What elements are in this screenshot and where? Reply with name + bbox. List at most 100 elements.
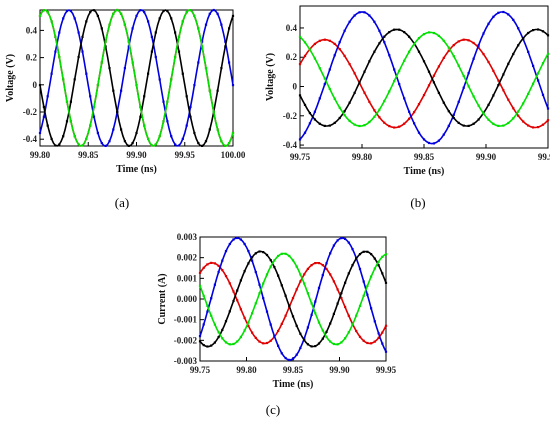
data-point-b-3 — [467, 85, 470, 88]
data-point-a-2 — [38, 84, 42, 87]
data-point-c-1 — [332, 244, 335, 247]
data-point-a-3 — [193, 14, 196, 17]
data-point-b-1 — [383, 41, 386, 44]
data-point-b-0 — [303, 54, 307, 57]
data-point-b-2 — [383, 35, 386, 38]
data-point-c-1 — [265, 310, 269, 313]
y-tick-label-c: 0.002 — [177, 253, 198, 263]
data-point-b-1 — [497, 11, 500, 14]
data-point-b-2 — [422, 60, 426, 63]
y-tick-label-c: 0.003 — [177, 232, 198, 242]
data-point-a-3 — [162, 120, 165, 123]
data-point-b-3 — [313, 57, 316, 60]
data-point-a-1 — [135, 14, 138, 17]
data-point-a-3 — [100, 61, 103, 64]
data-point-c-2 — [295, 324, 298, 327]
data-point-b-1 — [432, 142, 435, 145]
data-point-c-3 — [295, 265, 298, 268]
data-point-a-1 — [154, 55, 157, 59]
data-point-c-3 — [362, 294, 365, 297]
data-point-a-2 — [147, 72, 150, 75]
data-point-b-0 — [323, 38, 326, 41]
data-point-c-1 — [213, 283, 216, 286]
data-point-c-0 — [262, 342, 265, 345]
x-axis-label-c: Time (ns) — [273, 379, 314, 390]
data-point-c-2 — [314, 345, 317, 348]
data-point-c-3 — [224, 341, 228, 344]
data-point-c-2 — [228, 310, 231, 313]
data-point-c-3 — [258, 292, 261, 295]
data-point-a-1 — [174, 143, 177, 146]
data-point-c-1 — [284, 357, 287, 360]
data-point-c-1 — [198, 335, 202, 338]
data-point-b-2 — [408, 35, 411, 38]
data-point-c-2 — [355, 257, 358, 260]
data-point-a-2 — [181, 72, 184, 75]
data-point-b-3 — [393, 80, 396, 83]
data-point-b-2 — [527, 31, 530, 35]
data-point-b-3 — [447, 46, 450, 49]
data-point-c-0 — [295, 288, 298, 291]
data-point-c-2 — [202, 344, 205, 347]
data-point-c-2 — [347, 272, 350, 275]
data-point-b-3 — [413, 43, 416, 46]
data-point-c-0 — [269, 339, 272, 342]
data-point-a-2 — [158, 17, 161, 20]
data-point-b-3 — [502, 124, 505, 127]
data-point-b-3 — [517, 110, 520, 113]
data-point-c-3 — [210, 314, 213, 317]
data-point-b-0 — [467, 39, 470, 42]
data-point-a-2 — [120, 128, 123, 131]
data-point-c-1 — [254, 270, 257, 274]
data-point-c-3 — [247, 321, 250, 324]
data-point-c-3 — [299, 273, 302, 276]
data-point-b-1 — [333, 54, 336, 57]
data-point-c-2 — [239, 279, 242, 282]
data-point-b-0 — [393, 126, 396, 129]
data-point-b-0 — [527, 124, 530, 127]
data-point-b-2 — [368, 60, 371, 63]
data-point-a-2 — [54, 144, 57, 147]
x-tick-label-b: 99.95 — [538, 152, 550, 162]
x-axis-label-b: Time (ns) — [404, 166, 445, 177]
data-point-b-3 — [492, 122, 495, 125]
data-point-c-3 — [251, 312, 254, 315]
data-point-a-2 — [96, 14, 99, 17]
data-point-b-3 — [437, 34, 440, 37]
data-point-a-1 — [77, 31, 80, 34]
data-point-a-3 — [120, 12, 123, 15]
data-point-c-1 — [243, 242, 246, 246]
chart-c: 99.75 99.80 99.85 99.90 99.95 -0.003 -0.002 -0.… — [157, 232, 397, 390]
data-point-c-2 — [340, 292, 343, 295]
data-point-a-3 — [177, 35, 181, 38]
data-point-a-1 — [50, 72, 53, 75]
data-point-b-3 — [363, 124, 366, 127]
data-point-c-1 — [351, 248, 354, 251]
data-point-c-1 — [362, 280, 365, 283]
data-point-a-3 — [77, 143, 80, 146]
data-point-c-3 — [384, 253, 388, 256]
data-point-c-3 — [340, 341, 343, 344]
data-point-c-0 — [224, 275, 228, 278]
data-point-b-0 — [541, 123, 545, 126]
data-point-a-2 — [69, 100, 72, 103]
data-point-c-0 — [236, 299, 239, 302]
data-point-a-1 — [220, 23, 223, 26]
data-point-b-1 — [323, 83, 326, 86]
data-point-c-0 — [358, 335, 362, 338]
data-point-c-2 — [310, 345, 313, 348]
data-point-a-2 — [58, 143, 61, 146]
data-point-c-1 — [206, 310, 209, 313]
data-point-a-1 — [147, 20, 150, 23]
data-point-c-0 — [317, 262, 321, 265]
data-point-c-3 — [303, 282, 306, 285]
data-point-c-1 — [202, 323, 205, 326]
data-point-b-2 — [522, 37, 525, 40]
data-point-a-1 — [181, 137, 184, 140]
data-point-b-2 — [462, 124, 465, 127]
data-point-a-3 — [54, 35, 57, 38]
data-point-a-2 — [92, 9, 96, 12]
y-tick-label-c: -0.003 — [174, 356, 198, 366]
data-point-c-3 — [358, 304, 362, 307]
data-point-a-3 — [228, 142, 231, 145]
